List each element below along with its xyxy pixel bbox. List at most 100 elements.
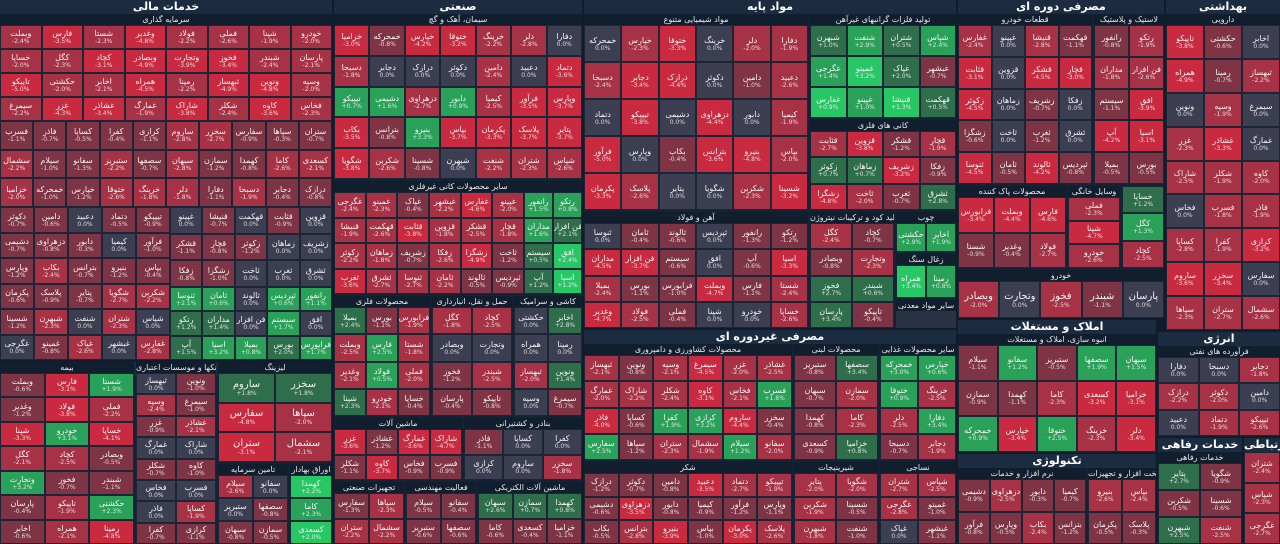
stock-cell[interactable]: قزوین -3.8% (846, 131, 883, 158)
stock-cell[interactable]: ثامان -0.5% (991, 152, 1025, 184)
stock-cell[interactable]: شکربن -2.3% (733, 173, 771, 210)
stock-cell[interactable]: فرابورس -1.0% (658, 275, 696, 302)
stock-cell[interactable]: مداران -4.5% (584, 249, 622, 276)
stock-cell[interactable]: کچاد -2.5% (1122, 240, 1164, 268)
stock-cell[interactable]: اخابر 0.0% (1242, 25, 1280, 59)
sector-title[interactable]: صنعتی (334, 0, 582, 14)
stock-cell[interactable]: دعبید -2.6% (770, 62, 808, 99)
stock-cell[interactable]: شتران -2.3% (102, 309, 136, 335)
stock-cell[interactable]: شستا -1.8% (398, 334, 430, 362)
stock-cell[interactable]: رمپنا -4.8% (89, 519, 134, 544)
stock-cell[interactable]: سبهان +1.5% (1116, 345, 1156, 381)
stock-cell[interactable]: قنیشا -2.8% (1025, 25, 1059, 57)
stock-cell[interactable]: اخابر -2.1% (83, 73, 125, 97)
stock-cell[interactable]: فملی -2.2% (89, 397, 134, 422)
stock-cell[interactable]: درازک -1.2% (584, 473, 619, 497)
stock-cell[interactable]: شستا -2.3% (83, 25, 125, 49)
stock-cell[interactable]: فخوز -1.2% (432, 361, 472, 389)
stock-cell[interactable]: ختوقا +0.9% (880, 381, 918, 408)
stock-cell[interactable]: فولاد +0.5% (366, 361, 398, 389)
stock-cell[interactable]: شاراک -2.2% (618, 381, 654, 408)
stock-cell[interactable]: بترانس -3.6% (696, 136, 734, 173)
stock-cell[interactable]: سپاها -2.3% (369, 493, 404, 519)
stock-cell[interactable]: فاذر -4.0% (584, 407, 619, 434)
stock-cell[interactable]: خمحرکه +3.0% (880, 355, 918, 382)
stock-cell[interactable]: فن افزار -3.7% (621, 249, 659, 276)
stock-cell[interactable]: کاما +2.3% (290, 498, 332, 521)
stock-cell[interactable]: غمینو +3.2% (846, 56, 883, 87)
stock-cell[interactable]: شپاس -2.3% (1244, 482, 1280, 514)
stock-cell[interactable]: آپ -4.2% (1094, 120, 1129, 153)
industry-title[interactable]: سایر مواد معدنی (896, 300, 956, 311)
stock-cell[interactable]: رمپنا +0.8% (926, 265, 956, 298)
industry-title[interactable]: محصولات لبنی (794, 344, 878, 355)
stock-cell[interactable]: زشریف 0.0% (299, 233, 332, 261)
industry-title[interactable]: وسایل خانگی (1068, 186, 1120, 197)
stock-cell[interactable]: درازک -0.8% (298, 178, 332, 207)
industry-title[interactable]: سرمایه گذاری (0, 14, 332, 25)
stock-cell[interactable]: حکشتی +2.9% (896, 223, 926, 252)
stock-cell[interactable]: زماهان 0.0% (267, 233, 300, 261)
stock-cell[interactable]: غفارس -2.8% (136, 334, 170, 360)
stock-cell[interactable]: پتایر -0.7% (68, 283, 102, 309)
industry-title[interactable]: قطعات خودرو (958, 14, 1092, 25)
stock-cell[interactable]: فخاس -2.1% (722, 381, 758, 408)
stock-cell[interactable]: غزر -2.3% (1166, 126, 1204, 161)
stock-cell[interactable]: غمینو -2.3% (365, 192, 398, 218)
stock-cell[interactable]: قچار -0.8% (202, 233, 235, 261)
stock-cell[interactable]: خساپا -2.0% (0, 49, 42, 73)
stock-cell[interactable]: حکشتی -2.0% (41, 73, 83, 97)
stock-cell[interactable]: فخاس -0.9% (398, 454, 430, 480)
stock-cell[interactable]: دفارا +3.4% (918, 407, 956, 434)
stock-cell[interactable]: شسینا -3.2% (770, 173, 808, 210)
stock-cell[interactable]: کچاد -2.5% (472, 307, 512, 335)
industry-title[interactable]: بیمه (0, 362, 134, 373)
stock-cell[interactable]: وغدیر -2.1% (334, 361, 366, 389)
stock-cell[interactable]: آپ -0.6% (733, 249, 771, 276)
stock-cell[interactable]: غفارس -2.4% (958, 25, 992, 57)
industry-title[interactable]: تولید کود و ترکیبات نیتروژن (810, 212, 894, 223)
industry-title[interactable]: ماشین آلات الکتریکی (478, 482, 582, 493)
stock-cell[interactable]: فرآور -0.8% (958, 511, 990, 544)
stock-cell[interactable]: کهمدا -0.8% (794, 407, 836, 434)
stock-cell[interactable]: سفارس -4.8% (218, 402, 275, 433)
stock-cell[interactable]: ثبهساز -4.9% (207, 73, 249, 97)
stock-cell[interactable]: قثابت -2.7% (810, 131, 847, 158)
stock-cell[interactable]: فن افزار 0.0% (234, 311, 268, 336)
stock-cell[interactable]: فسرب -1.1% (0, 121, 34, 150)
stock-cell[interactable]: سفانو -0.4% (441, 493, 476, 519)
stock-cell[interactable]: کاما -2.6% (265, 149, 299, 179)
stock-cell[interactable]: کیمیا -2.5% (475, 86, 512, 118)
stock-cell[interactable]: کگل -2.3% (41, 49, 83, 73)
industry-title[interactable]: لیزینگ (218, 362, 332, 373)
stock-cell[interactable]: ثنوسا +2.1% (170, 287, 203, 312)
stock-cell[interactable]: غپاک +2.0% (883, 56, 920, 87)
industry-title[interactable]: ماشین آلات (334, 418, 462, 429)
stock-cell[interactable]: زفکا -0.8% (170, 260, 203, 287)
stock-cell[interactable]: تاپیکو -0.8% (472, 388, 512, 416)
stock-cell[interactable]: درازک 0.0% (404, 55, 441, 87)
stock-cell[interactable]: وبملت -2.4% (0, 25, 42, 49)
stock-cell[interactable]: ستران -3.1% (218, 432, 275, 462)
stock-cell[interactable]: وسپه 0.0% (514, 388, 548, 416)
stock-cell[interactable]: ثغرب -0.7% (883, 183, 920, 210)
stock-cell[interactable]: کهمدا +0.8% (547, 493, 582, 519)
stock-cell[interactable]: شنفت 0.0% (68, 309, 102, 335)
stock-cell[interactable]: بکاب -2.4% (1022, 511, 1054, 544)
industry-title[interactable]: محصولات پاک کننده (958, 186, 1066, 197)
stock-cell[interactable]: غبشهر -2.2% (429, 192, 461, 218)
stock-cell[interactable]: کاما -2.3% (836, 407, 878, 434)
stock-cell[interactable]: تیپیکو -0.9% (136, 207, 170, 233)
stock-cell[interactable]: شستا +1.9% (89, 373, 134, 398)
stock-cell[interactable]: وسپه -2.1% (653, 355, 688, 382)
stock-cell[interactable]: دامین -2.4% (475, 55, 512, 87)
stock-cell[interactable]: وپارس -1.1% (757, 496, 792, 521)
stock-cell[interactable]: شکلر -2.4% (207, 97, 249, 121)
stock-cell[interactable]: دامین -0.8% (653, 473, 688, 497)
stock-cell[interactable]: شبندر -2.4% (249, 49, 291, 73)
stock-cell[interactable]: شسینا -1.2% (0, 309, 34, 335)
stock-cell[interactable]: فارس -3.5% (41, 25, 83, 49)
stock-cell[interactable]: شگویا -2.7% (102, 283, 136, 309)
stock-cell[interactable]: دزهراوی -2.5% (990, 479, 1022, 512)
stock-cell[interactable]: پارسان -0.4% (0, 495, 45, 520)
